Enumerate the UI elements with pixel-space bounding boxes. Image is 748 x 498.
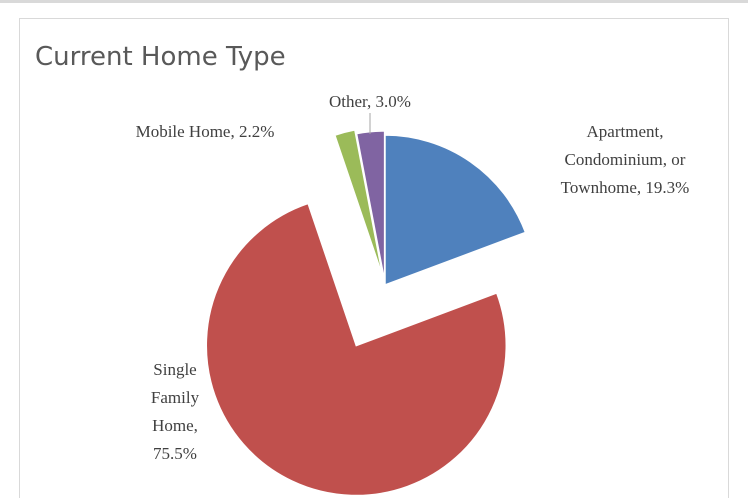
- chart-title: Current Home Type: [35, 42, 286, 72]
- value-label: 19.3%: [645, 178, 690, 197]
- data-label: Mobile Home2.2%: [90, 118, 320, 146]
- data-label: Single Family Home 75.5%: [142, 356, 208, 468]
- pie-slice: [333, 129, 384, 278]
- value-label: 2.2%: [238, 122, 275, 141]
- header-rule: [0, 0, 748, 3]
- value-label: 75.5%: [153, 444, 197, 463]
- category-name: Single Family Home: [151, 360, 199, 435]
- chart-frame: [19, 18, 729, 498]
- data-label: Other3.0%: [300, 88, 440, 116]
- value-label: 3.0%: [375, 92, 411, 111]
- pie-slice: [384, 134, 527, 287]
- category-name: Mobile Home: [136, 122, 239, 141]
- category-name: Other: [329, 92, 376, 111]
- data-label: Apartment, Condominium, or Townhome19.3%: [540, 118, 710, 202]
- pie-slice: [355, 130, 386, 282]
- pie-slice: [205, 202, 508, 497]
